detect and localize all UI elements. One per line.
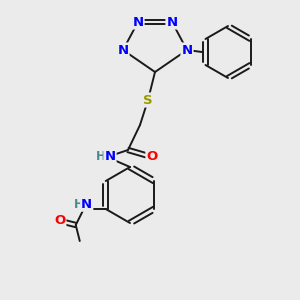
Text: N: N <box>167 16 178 28</box>
Text: O: O <box>146 151 158 164</box>
Text: H: H <box>96 151 106 164</box>
Text: N: N <box>132 16 144 28</box>
Text: O: O <box>54 214 65 227</box>
Text: N: N <box>117 44 129 56</box>
Text: H: H <box>74 197 84 211</box>
Text: N: N <box>104 151 116 164</box>
Text: N: N <box>182 44 193 56</box>
Text: N: N <box>81 197 92 211</box>
Text: S: S <box>143 94 153 106</box>
